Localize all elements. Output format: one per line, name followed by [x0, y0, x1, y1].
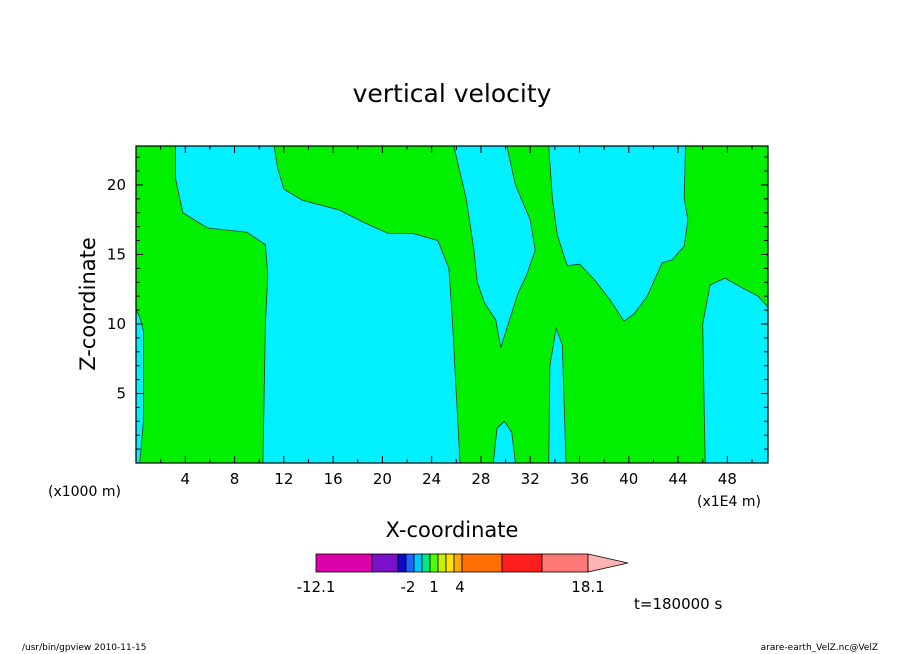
x-tick-label: 44 — [669, 470, 688, 488]
x-tick-label: 16 — [324, 470, 343, 488]
colorbar-segment — [413, 553, 423, 573]
x-tick-label: 12 — [274, 470, 293, 488]
contour-region-1 — [174, 145, 461, 464]
colorbar-segment — [541, 553, 589, 573]
y-axis-label: Z-coordinate — [76, 237, 100, 371]
colorbar-segment — [461, 553, 503, 573]
colorbar-segment — [371, 553, 399, 573]
colorbar-segment — [429, 553, 439, 573]
colorbar: -12.1 -2 1 4 18.1 — [297, 553, 629, 596]
plot-frame — [135, 145, 769, 464]
x-tick-label: 4 — [181, 470, 191, 488]
footer-file-variable: arare-earth_VelZ.nc@VelZ — [760, 643, 878, 653]
time-label: t=180000 s — [634, 595, 722, 613]
footer-program-date: /usr/bin/gpview 2010-11-15 — [22, 643, 147, 653]
y-tick-label: 15 — [107, 245, 126, 263]
y-tick-label: 20 — [107, 176, 126, 194]
y-tick-label: 10 — [107, 315, 126, 333]
x-unit-right: (x1E4 m) — [697, 494, 761, 510]
colorbar-segment — [315, 553, 373, 573]
contour-region-2 — [453, 145, 536, 348]
colorbar-label: 4 — [455, 578, 465, 596]
x-axis-label: X-coordinate — [386, 518, 519, 542]
contour-region-3 — [548, 145, 689, 322]
x-tick-label: 28 — [471, 470, 490, 488]
x-tick-label: 8 — [230, 470, 240, 488]
contour-region-4 — [702, 277, 769, 464]
colorbar-label: 1 — [429, 578, 439, 596]
colorbar-segment — [445, 553, 455, 573]
colorbar-segment — [437, 553, 447, 573]
x-tick-label: 24 — [422, 470, 441, 488]
colorbar-segment — [405, 553, 415, 573]
colorbar-label: 18.1 — [571, 578, 604, 596]
chart-title: vertical velocity — [353, 79, 552, 108]
contour-regions — [135, 145, 769, 464]
x-unit-left: (x1000 m) — [48, 484, 121, 500]
x-tick-label: 48 — [718, 470, 737, 488]
x-tick-label: 36 — [570, 470, 589, 488]
colorbar-segment — [421, 553, 431, 573]
colorbar-segment — [397, 553, 407, 573]
colorbar-label: -12.1 — [297, 578, 336, 596]
x-tick-label: 32 — [521, 470, 540, 488]
x-tick-label: 40 — [619, 470, 638, 488]
colorbar-segment — [453, 553, 463, 573]
x-tick-label: 20 — [373, 470, 392, 488]
colorbar-label: -2 — [401, 578, 416, 596]
y-tick-label: 5 — [116, 384, 126, 402]
colorbar-arrow — [587, 553, 629, 573]
colorbar-segment — [501, 553, 543, 573]
